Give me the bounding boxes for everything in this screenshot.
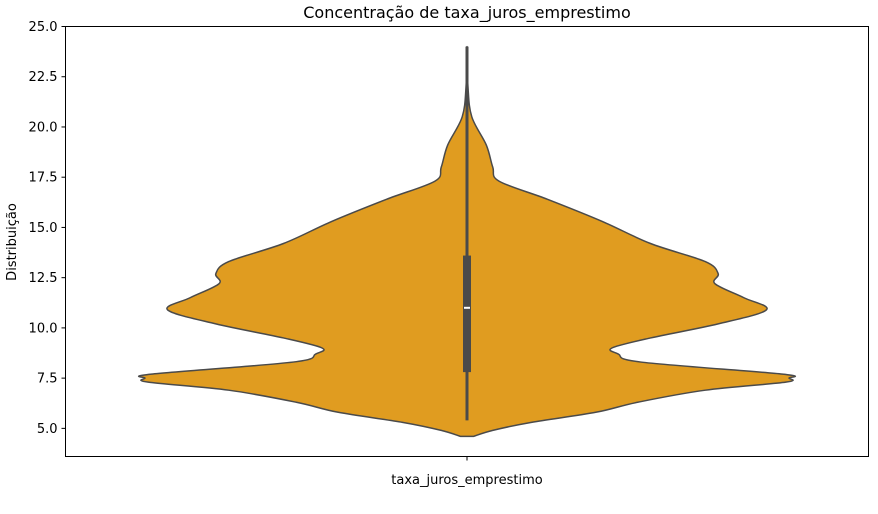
plot-frame <box>65 26 869 457</box>
y-tick-label: 25.0 <box>29 20 58 35</box>
y-tick-label: 22.5 <box>29 70 58 85</box>
y-axis: 5.0 7.5 10.0 12.5 15.0 17.5 20.0 22.5 25.0 <box>29 20 468 461</box>
y-tick-label: 12.5 <box>29 271 58 286</box>
y-tick-label: 20.0 <box>29 120 58 135</box>
box-layer <box>463 46 471 421</box>
y-tick-label: 7.5 <box>37 372 58 387</box>
y-tick-label: 10.0 <box>29 321 58 336</box>
y-tick-label: 15.0 <box>29 221 58 236</box>
y-axis-label: Distribuição <box>5 203 20 281</box>
x-tick-label: taxa_juros_emprestimo <box>391 473 542 488</box>
iqr-box <box>463 255 471 373</box>
y-tick-label: 17.5 <box>29 171 58 186</box>
chart-title: Concentração de taxa_juros_emprestimo <box>303 3 630 23</box>
y-tick-label: 5.0 <box>37 422 58 437</box>
